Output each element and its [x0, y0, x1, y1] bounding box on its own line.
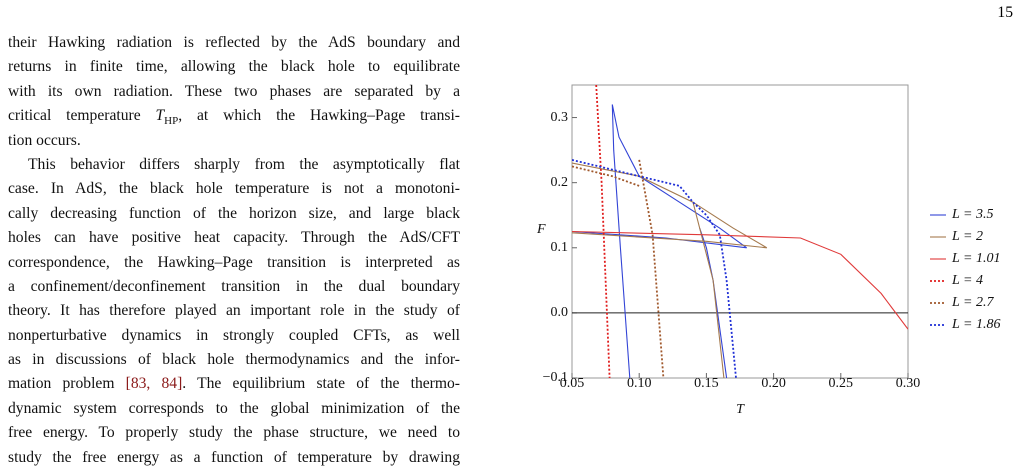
- text: . The equilibrium state of the thermo-: [182, 375, 460, 393]
- y-tick-label: 0.1: [551, 240, 569, 255]
- series-line: [572, 230, 908, 330]
- series-line: [572, 159, 737, 378]
- x-axis-label: T: [736, 402, 745, 417]
- text-line: free energy. To properly study the phase…: [8, 424, 460, 442]
- x-tick-label: 0.05: [560, 376, 585, 391]
- legend-label: L = 4: [951, 273, 983, 288]
- legend-label: L = 1.01: [951, 251, 1000, 266]
- legend-label: L = 3.5: [951, 207, 993, 222]
- text: , at which the Hawking–Page transi-: [178, 107, 460, 125]
- y-tick-label: 0.0: [551, 305, 569, 320]
- series-line: [572, 159, 665, 378]
- math-sub: HP: [164, 115, 179, 128]
- text-line: tion occurs.: [8, 131, 81, 149]
- text-line: dynamic system corresponds to the global…: [8, 399, 460, 417]
- text-line: returns in finite time, allowing the bla…: [8, 58, 460, 76]
- text-line: This behavior differs sharply from the a…: [28, 155, 460, 173]
- y-tick-label: 0.2: [551, 175, 569, 190]
- page-number: 15: [997, 4, 1013, 21]
- text-line: study the free energy as a function of t…: [8, 448, 460, 466]
- legend-label: L = 1.86: [951, 317, 1000, 332]
- y-tick-label: 0.3: [551, 110, 569, 125]
- text-column: their Hawking radiation is reflected by …: [8, 31, 460, 470]
- text-line: critical temperature THP, at which the H…: [8, 104, 460, 128]
- citation[interactable]: [83, 84]: [125, 375, 183, 393]
- x-tick-label: 0.20: [761, 376, 786, 391]
- math: T: [155, 107, 165, 125]
- text-line: cally decreasing function of the horizon…: [8, 204, 460, 222]
- text-line: their Hawking radiation is reflected by …: [8, 34, 460, 51]
- text-line: holes can have positive heat capacity. T…: [8, 229, 460, 247]
- text-line: as in discussions of black hole thermody…: [8, 351, 460, 369]
- text: mation problem: [8, 375, 126, 393]
- text-line: mation problem [83, 84]. The equilibrium…: [8, 372, 460, 396]
- text-line: case. In AdS, the black hole temperature…: [8, 180, 460, 198]
- x-tick-label: 0.10: [627, 376, 652, 391]
- text-line: theory. It has therefore played an impor…: [8, 302, 460, 320]
- y-tick-label: −0.1: [543, 370, 568, 385]
- text-line: nonperturbative dynamics in strongly cou…: [8, 326, 460, 344]
- series-line: [572, 162, 768, 378]
- x-tick-label: 0.15: [694, 376, 719, 391]
- text: critical temperature: [8, 107, 156, 125]
- text-line: correspondence, the Hawking–Page transit…: [8, 253, 460, 271]
- legend-label: L = 2.7: [951, 295, 994, 310]
- text-line: a confinement/deconfinement transition i…: [8, 277, 460, 295]
- y-axis-label: F: [536, 222, 546, 237]
- legend-label: L = 2: [951, 229, 983, 244]
- x-tick-label: 0.25: [829, 376, 854, 391]
- series-line: [595, 85, 611, 378]
- x-tick-label: 0.30: [896, 376, 921, 391]
- text-line: with its own radiation. These two phases…: [8, 82, 460, 100]
